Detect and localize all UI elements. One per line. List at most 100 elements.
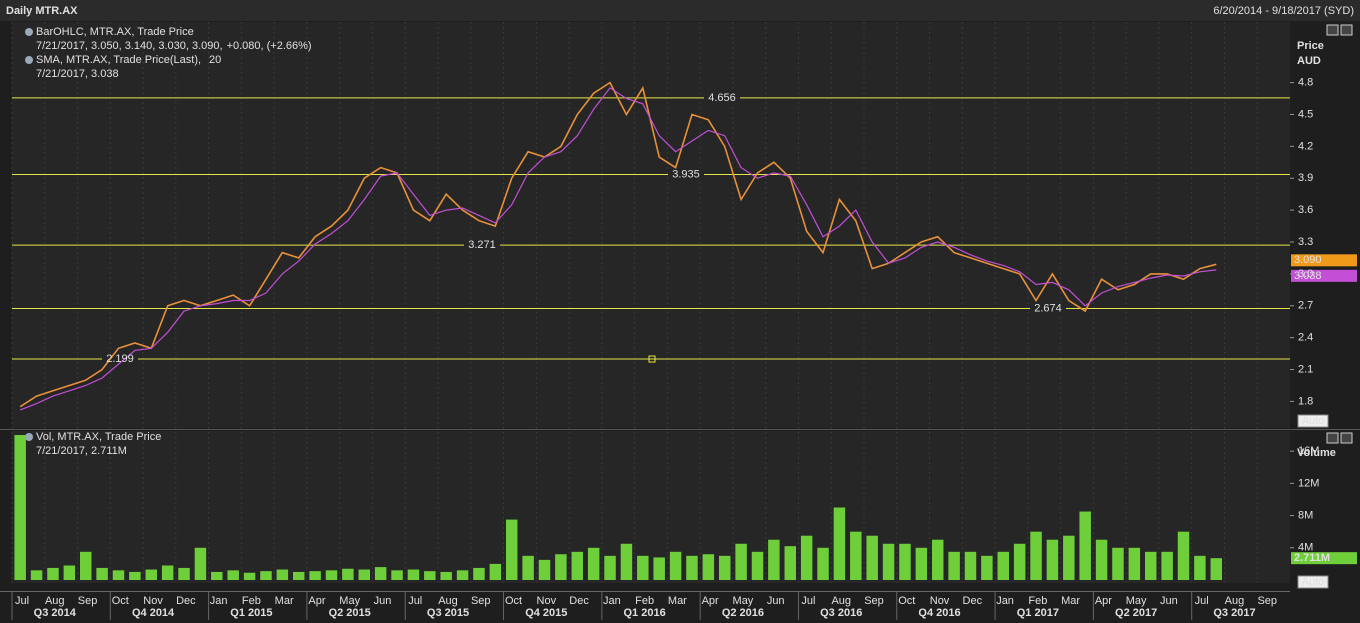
volume-bar — [1161, 551, 1173, 580]
volume-bar — [129, 571, 141, 580]
quarter-label: Q2 2016 — [722, 607, 764, 619]
x-tick-label: Nov — [537, 595, 557, 607]
x-tick-label: Mar — [668, 595, 687, 607]
legend-period: 20 — [209, 54, 221, 66]
quarter-label: Q3 2016 — [820, 607, 862, 619]
quarter-label: Q1 2016 — [624, 607, 666, 619]
quarter-label: Q3 2017 — [1213, 607, 1255, 619]
volume-bar — [866, 535, 878, 580]
date-range: 6/20/2014 - 9/18/2017 (SYD) — [1213, 5, 1354, 17]
x-tick-label: Apr — [308, 595, 325, 607]
x-tick-label: Apr — [1095, 595, 1112, 607]
legend-detail: 7/21/2017, 2.711M — [36, 445, 127, 457]
y-tick-label: 1.8 — [1298, 395, 1313, 407]
x-tick-label: Jul — [801, 595, 815, 607]
volume-bar — [1112, 547, 1124, 580]
volume-bar — [243, 572, 256, 580]
volume-bar — [571, 551, 584, 580]
volume-bar — [997, 551, 1010, 580]
level-label: 4.656 — [708, 92, 736, 104]
legend-change: +0.080, (+2.66%) — [227, 40, 312, 52]
legend-icon — [25, 433, 33, 441]
last-value-tag — [1291, 552, 1357, 565]
legend-detail: 7/21/2017, 3.050, 3.140, 3.030, 3.090, — [36, 40, 223, 52]
legend-entry: Vol, MTR.AX, Trade Price — [36, 431, 161, 443]
close-button[interactable] — [1340, 24, 1353, 36]
y-tick-label: 8M — [1298, 509, 1313, 521]
volume-bar — [374, 567, 387, 580]
level-label-bg — [464, 239, 500, 252]
volume-bar — [424, 571, 436, 580]
y-tick-label: 3.9 — [1298, 172, 1313, 184]
y-tick-label: 4.8 — [1298, 76, 1313, 88]
volume-bar — [800, 535, 813, 580]
volume-bar — [1063, 535, 1075, 580]
volume-bar — [850, 531, 862, 580]
level-label: 3.935 — [672, 168, 700, 180]
y-tick-label: 4M — [1298, 542, 1313, 554]
volume-bar — [358, 569, 371, 580]
level-label-bg — [668, 168, 704, 181]
volume-bar — [227, 570, 239, 580]
quarter-label: Q3 2014 — [34, 607, 77, 619]
volume-bar — [14, 435, 26, 580]
window-buttons[interactable] — [1326, 24, 1353, 444]
y-tick-label: 16M — [1298, 445, 1319, 457]
close-button[interactable] — [1340, 432, 1353, 444]
x-tick-label: Sep — [78, 595, 98, 607]
volume-bar — [1128, 547, 1141, 580]
volume-bar — [1144, 551, 1157, 580]
x-tick-label: Jun — [374, 595, 392, 607]
last-value-label: 2.711M — [1294, 552, 1330, 564]
x-tick-label: Sep — [864, 595, 884, 607]
y-tick-label: 2.7 — [1298, 300, 1313, 312]
volume-bar — [587, 547, 600, 580]
volume-bar — [964, 551, 977, 580]
volume-bar — [555, 554, 567, 580]
volume-bar — [768, 539, 780, 580]
volume-bar — [686, 555, 698, 580]
volume-bar — [538, 559, 551, 580]
x-tick-label: May — [339, 595, 360, 607]
last-value-label: 3.038 — [1294, 270, 1322, 282]
quarter-label: Q1 2015 — [230, 607, 272, 619]
last-value-tag — [1291, 254, 1357, 267]
volume-bar — [145, 569, 158, 580]
y-tick-label: 4.2 — [1298, 140, 1313, 152]
x-tick-label: May — [733, 595, 754, 607]
x-tick-label: Dec — [963, 595, 983, 607]
volume-bar — [178, 567, 190, 580]
volume-bar — [1177, 531, 1190, 580]
x-tick-label: Oct — [898, 595, 915, 607]
restore-button[interactable] — [1326, 24, 1339, 36]
volume-bar — [112, 570, 125, 580]
volume-bar — [1079, 511, 1091, 580]
x-tick-label: Sep — [1257, 595, 1277, 607]
x-tick-label: Jan — [210, 595, 228, 607]
x-tick-label: Feb — [1028, 595, 1047, 607]
volume-bar — [1013, 543, 1026, 580]
volume-bar — [669, 551, 682, 580]
x-tick-label: Jun — [767, 595, 785, 607]
auto-button[interactable] — [1297, 414, 1329, 428]
volume-bar — [440, 571, 452, 580]
y-tick-label: 4.5 — [1298, 108, 1313, 120]
volume-bar — [702, 554, 715, 580]
volume-bar — [1046, 539, 1059, 580]
volume-bar — [948, 551, 960, 580]
auto-button[interactable] — [1297, 575, 1329, 589]
volume-bar — [260, 571, 272, 580]
x-tick-label: Feb — [242, 595, 261, 607]
legend-entry: SMA, MTR.AX, Trade Price(Last), — [36, 54, 201, 66]
volume-bar — [1194, 555, 1206, 580]
volume-bar — [194, 547, 207, 580]
auto-label: Auto — [1302, 415, 1325, 427]
volume-bar — [817, 547, 829, 580]
volume-bar — [915, 547, 928, 580]
y-tick-label: 2.4 — [1298, 332, 1313, 344]
volume-bar — [96, 567, 108, 580]
legend-entry: BarOHLC, MTR.AX, Trade Price — [36, 26, 194, 38]
x-tick-label: Apr — [702, 595, 719, 607]
restore-button[interactable] — [1326, 432, 1339, 444]
